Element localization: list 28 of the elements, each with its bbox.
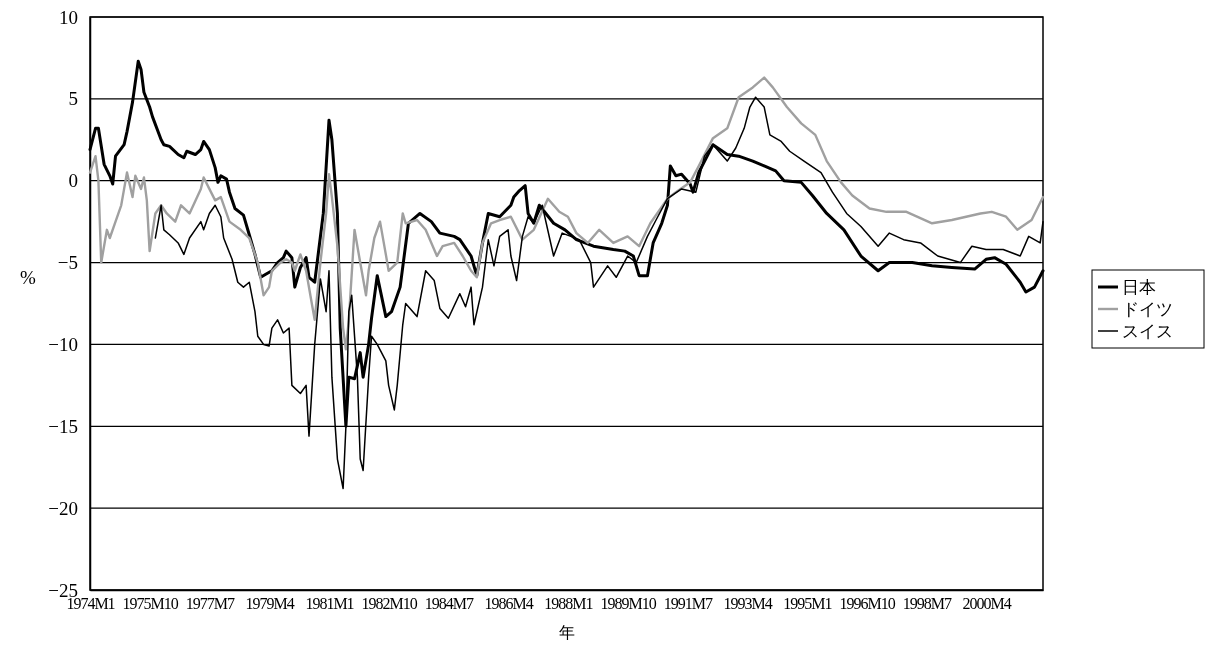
x-tick-label: 1984M7 xyxy=(424,595,474,613)
x-tick-label: 1995M1 xyxy=(783,595,833,613)
legend-label: 日本 xyxy=(1122,277,1156,297)
legend-label: ドイツ xyxy=(1122,299,1173,319)
x-tick-label: 1979M4 xyxy=(245,595,295,613)
y-tick-label: 5 xyxy=(68,88,78,110)
x-tick-label: 1996M10 xyxy=(839,595,896,613)
x-tick-label: 1982M10 xyxy=(361,595,418,613)
x-tick-label: 1993M4 xyxy=(723,595,773,613)
y-tick-label: −10 xyxy=(48,334,78,356)
x-tick-label: 1986M4 xyxy=(484,595,534,613)
x-tick-label: 1988M1 xyxy=(544,595,594,613)
y-tick-label: −20 xyxy=(48,497,78,519)
y-tick-label: −15 xyxy=(48,415,78,437)
x-tick-label: 2000M4 xyxy=(962,595,1012,613)
x-axis-title: 年 xyxy=(558,623,575,642)
y-tick-label: −5 xyxy=(57,252,78,274)
x-tick-label: 1989M10 xyxy=(600,595,657,613)
y-tick-label: 10 xyxy=(59,6,78,28)
x-tick-label: 1981M1 xyxy=(305,595,355,613)
y-tick-label: 0 xyxy=(68,170,78,192)
line-series xyxy=(88,76,1045,351)
x-tick-label: 1977M7 xyxy=(185,595,235,613)
legend-label: スイス xyxy=(1122,321,1173,341)
x-tick-label: 1998M7 xyxy=(902,595,952,613)
y-axis-title: % xyxy=(20,266,37,288)
x-tick-label: 1991M7 xyxy=(663,595,713,613)
x-tick-label: 1975M10 xyxy=(122,595,179,613)
